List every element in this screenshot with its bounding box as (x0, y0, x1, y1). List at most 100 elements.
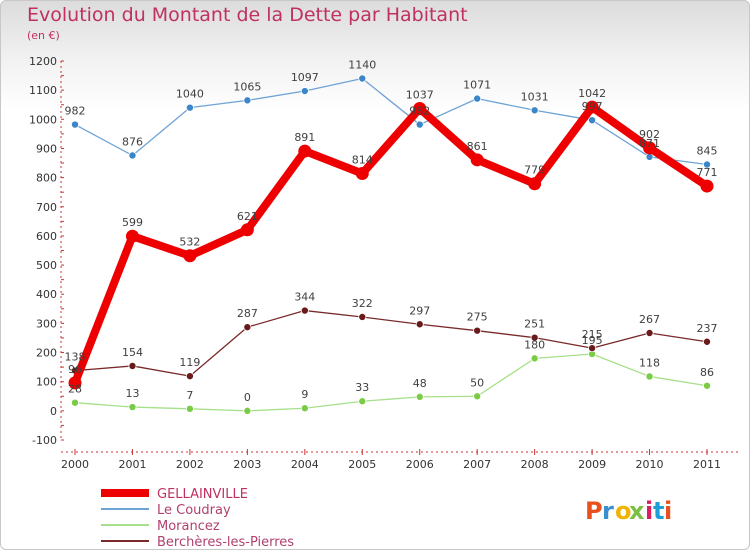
chart-subtitle: (en €) (27, 29, 60, 42)
data-label: 845 (697, 144, 718, 157)
series-line (74, 77, 708, 166)
data-point (68, 376, 82, 390)
y-tick-label: 500 (36, 259, 57, 272)
data-label: 195 (582, 334, 603, 347)
data-point (185, 103, 194, 112)
data-label: 1071 (463, 79, 491, 92)
y-tick-label: 1000 (29, 113, 57, 126)
data-labels-layer: 982 876 1040 1065 1097 1140 982 1071 1031 997 871 8… (65, 58, 718, 403)
data-point (300, 306, 309, 315)
x-tick-label: 2007 (463, 458, 491, 471)
data-label: 119 (179, 356, 200, 369)
data-point (703, 381, 712, 390)
data-label: 1037 (406, 89, 434, 102)
y-tick-label: 0 (50, 405, 57, 418)
data-label: 33 (355, 381, 369, 394)
data-label: 118 (639, 356, 660, 369)
legend-label: Morancez (157, 519, 220, 534)
y-tick-label: 800 (36, 172, 57, 185)
data-point (703, 337, 712, 346)
data-label: 876 (122, 135, 143, 148)
data-point (183, 249, 197, 263)
x-tick-label: 2005 (348, 458, 376, 471)
data-label: 891 (294, 131, 315, 144)
series-layer (68, 74, 714, 415)
legend-label: Le Coudray (157, 503, 231, 518)
x-tick-label: 2006 (406, 458, 434, 471)
series-line (74, 309, 708, 377)
y-tick-label: 300 (36, 317, 57, 330)
chart-title: Evolution du Montant de la Dette par Hab… (27, 4, 468, 26)
data-label: 814 (352, 154, 373, 167)
y-tick-label: 1200 (29, 55, 57, 68)
y-tick-label: 900 (36, 142, 57, 155)
data-point (470, 153, 484, 167)
x-tick-label: 2003 (233, 458, 261, 471)
data-point (358, 312, 367, 321)
data-label: 532 (179, 236, 200, 249)
data-point (128, 151, 137, 160)
data-label: 982 (65, 105, 86, 118)
data-point (185, 404, 194, 413)
data-label: 1097 (291, 71, 319, 84)
data-point (473, 326, 482, 335)
data-label: 96 (68, 363, 82, 376)
y-tick-label: 400 (36, 288, 57, 301)
data-label: 871 (639, 137, 660, 150)
data-point (300, 87, 309, 96)
data-label: 9 (301, 388, 308, 401)
data-point (358, 74, 367, 83)
logo-letter: x (629, 497, 645, 525)
x-tick-label: 2000 (61, 458, 89, 471)
data-point (700, 179, 714, 193)
y-tick-label: 100 (36, 376, 57, 389)
data-point (703, 160, 712, 169)
data-label: 13 (125, 387, 139, 400)
data-label: 1031 (521, 90, 549, 103)
logo-letter: o (615, 497, 632, 525)
data-point (645, 152, 654, 161)
data-label: 154 (122, 346, 143, 359)
data-label: 982 (409, 105, 430, 118)
data-label: 0 (244, 391, 251, 404)
logo-letter: i (664, 497, 672, 525)
x-tick-label: 2009 (578, 458, 606, 471)
data-point (645, 372, 654, 381)
y-tick-label: 1100 (29, 84, 57, 97)
data-point (298, 144, 312, 158)
data-point (588, 116, 597, 125)
data-label: 7 (186, 389, 193, 402)
y-tick-label: 600 (36, 230, 57, 243)
x-tick-label: 2001 (118, 458, 146, 471)
legend-label: GELLAINVILLE (157, 487, 248, 502)
data-label: 267 (639, 313, 660, 326)
legend-label: Berchères-les-Pierres (157, 535, 294, 550)
data-label: 237 (697, 322, 718, 335)
data-label: 180 (524, 338, 545, 351)
data-point (185, 372, 194, 381)
data-label: 28 (68, 383, 82, 396)
data-label: 861 (467, 140, 488, 153)
y-tick-label: 700 (36, 201, 57, 214)
data-label: 599 (122, 216, 143, 229)
data-point (243, 323, 252, 332)
data-point (413, 102, 427, 116)
data-point (415, 320, 424, 329)
data-label: 621 (237, 210, 258, 223)
data-point (71, 398, 80, 407)
data-point (415, 120, 424, 129)
data-point (128, 361, 137, 370)
series-line (74, 353, 708, 412)
data-label: 251 (524, 318, 545, 331)
data-label: 138 (65, 351, 86, 364)
data-label: 1140 (348, 58, 376, 71)
data-point (358, 397, 367, 406)
data-point (300, 404, 309, 413)
data-point (125, 229, 139, 243)
data-label: 902 (639, 128, 660, 141)
x-tick-label: 2011 (693, 458, 721, 471)
x-tick-label: 2004 (291, 458, 319, 471)
